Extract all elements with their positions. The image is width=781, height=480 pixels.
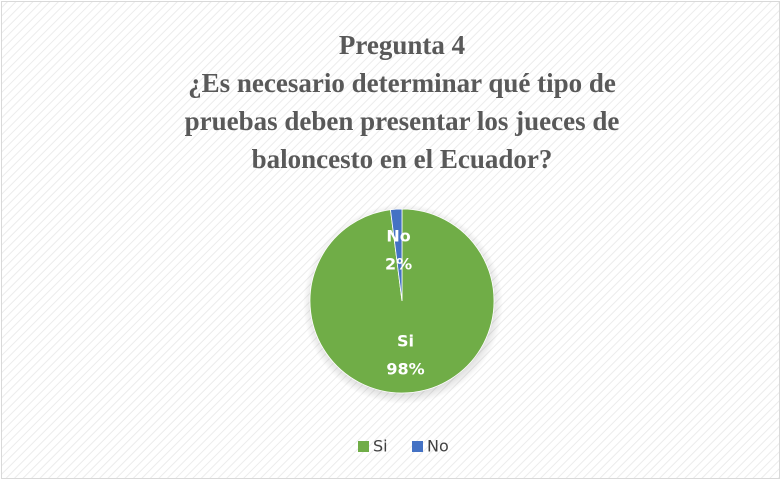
- legend-label: No: [427, 437, 449, 456]
- data-label-category: Si: [397, 332, 414, 351]
- chart-title: baloncesto en el Ecuador?: [252, 144, 553, 174]
- data-label: 2%: [385, 255, 412, 274]
- data-label-category: No: [386, 227, 410, 246]
- legend-swatch: [358, 441, 369, 452]
- chart-title: Pregunta 4: [339, 30, 465, 60]
- legend-swatch: [412, 441, 423, 452]
- pie-slice: [390, 208, 403, 302]
- chart-title: pruebas deben presentar los jueces de: [185, 106, 620, 136]
- legend-label: Si: [373, 437, 388, 456]
- chart-title: ¿Es necesario determinar qué tipo de: [188, 68, 616, 98]
- data-label: 98%: [386, 360, 424, 379]
